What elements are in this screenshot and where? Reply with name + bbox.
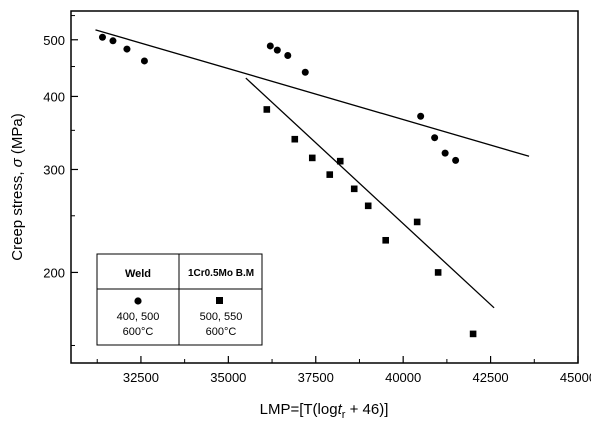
weld-data-point [417,112,425,120]
x-tick-label: 45000 [560,370,591,385]
legend-marker-square [216,297,223,304]
y-tick-label: 500 [43,33,65,48]
weld-data-point [284,51,292,59]
x-tick-label: 42500 [473,370,509,385]
legend-label-base-metal: 1Cr0.5Mo B.M [188,268,254,279]
weld-data-point [452,156,460,164]
legend-base-temps-1: 500, 550 [200,311,243,323]
legend-label-weld: Weld [125,268,151,280]
weld-data-point [98,33,106,41]
data-points [98,33,477,338]
y-tick-label: 200 [43,265,65,280]
base-metal-data-point [291,135,299,143]
x-axis-title: LMP=[T(logtr + 46)] [260,401,389,421]
x-axis-ticks: 32500 35000 37500 40000 42500 45000 [96,356,591,385]
y-tick-label: 400 [43,89,65,104]
base-metal-data-point [469,330,477,338]
legend-weld-temps-2: 600°C [123,326,154,338]
weld-data-point [140,57,148,65]
y-tick-label: 300 [43,162,65,177]
weld-fit-line [95,29,530,157]
base-metal-fit-line [245,77,495,309]
base-metal-data-point [434,269,442,276]
base-metal-data-point [364,202,372,210]
weld-data-point [123,45,131,53]
weld-data-point [441,149,449,157]
base-metal-data-point [413,218,421,226]
x-tick-label: 32500 [123,370,159,385]
legend-base-temps-2: 600°C [206,326,237,338]
y-axis-title: Creep stress, σ (MPa) [9,113,26,260]
base-metal-data-point [263,106,271,113]
x-tick-label: 35000 [210,370,246,385]
weld-data-point [273,46,281,54]
plot-frame [70,10,579,364]
weld-data-point [431,134,439,142]
base-metal-data-point [308,154,316,162]
x-tick-label: 37500 [298,370,334,385]
weld-data-point [266,42,274,50]
legend-weld-temps-1: 400, 500 [117,311,160,323]
base-metal-data-point [336,157,344,165]
y-axis-ticks: 200 300 400 500 [43,15,78,346]
weld-data-point [301,68,309,76]
base-metal-data-point [382,236,389,244]
legend: Weld 1Cr0.5Mo B.M 400, 500 600°C 500, 55… [96,253,263,346]
x-tick-label: 40000 [385,370,421,385]
base-metal-data-point [326,171,334,178]
weld-data-point [109,37,117,45]
legend-marker-circle [134,297,142,305]
fit-lines [95,29,530,309]
base-metal-data-point [350,185,358,193]
